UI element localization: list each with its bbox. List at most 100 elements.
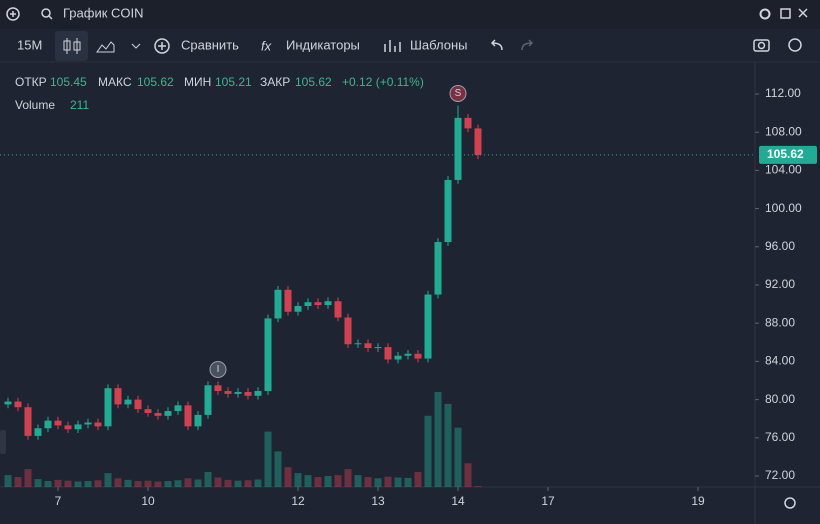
candle-body <box>404 353 412 356</box>
volume-bar <box>144 480 152 487</box>
candle-body <box>374 347 382 349</box>
candle-body <box>94 422 102 427</box>
candle-body <box>454 117 462 180</box>
volume-bar <box>174 480 182 487</box>
volume-bar <box>454 427 462 487</box>
redo-icon[interactable] <box>521 39 534 51</box>
volume-bar <box>324 475 332 487</box>
volume-bar <box>84 481 92 487</box>
volume-bar <box>424 415 432 487</box>
last-price-label: 105.62 <box>767 147 804 161</box>
templates-icon <box>384 40 401 52</box>
legend-change: +0.12 (+0.11%) <box>342 75 424 89</box>
snapshot-lens <box>757 41 766 50</box>
chart-type-icon[interactable] <box>96 41 115 53</box>
x-tick-label: 13 <box>371 494 385 508</box>
compare-button[interactable]: Сравнить <box>181 37 239 52</box>
y-tick-label: 112.00 <box>765 86 801 100</box>
undo-icon[interactable] <box>490 39 503 51</box>
volume-bar <box>384 476 392 487</box>
candle-body <box>64 425 72 430</box>
candle-body <box>34 428 42 436</box>
candle-body <box>424 294 432 359</box>
volume-bar <box>284 467 292 487</box>
y-tick-label: 88.00 <box>765 315 795 329</box>
x-tick-label: 17 <box>541 494 555 508</box>
candle-body <box>354 343 362 345</box>
candle-body <box>474 128 482 155</box>
publish-icon[interactable] <box>788 38 802 52</box>
last-price-tag <box>759 145 817 164</box>
candles-button[interactable] <box>55 31 88 61</box>
candle-body <box>314 302 322 306</box>
legend-label: ОТКР <box>15 75 47 89</box>
volume-bar <box>134 481 142 487</box>
candle-body <box>224 391 232 394</box>
volume-bar <box>334 475 342 487</box>
volume-bar <box>224 479 232 487</box>
volume-bar <box>244 480 252 487</box>
maximize-icon[interactable] <box>780 8 791 19</box>
volume-bar <box>254 479 262 487</box>
candle-body <box>164 411 172 416</box>
candle-body <box>464 117 472 129</box>
volume-bar <box>4 475 12 487</box>
y-tick-label: 96.00 <box>765 239 795 253</box>
volume-bar <box>304 475 312 487</box>
candle-body <box>194 414 202 427</box>
candle-body <box>174 405 182 412</box>
event-label: S <box>455 88 462 99</box>
x-tick-label: 12 <box>291 494 305 508</box>
add-icon[interactable] <box>6 7 20 21</box>
candle-body <box>144 409 152 413</box>
volume-bar <box>344 469 352 487</box>
volume-bar <box>394 477 402 487</box>
event-label: I <box>217 364 220 375</box>
volume-bar <box>404 477 412 487</box>
templates-button[interactable]: Шаблоны <box>410 37 468 52</box>
candle-body <box>234 391 242 394</box>
candle-body <box>244 391 252 396</box>
volume-bar <box>314 477 322 487</box>
settings-icon[interactable] <box>759 8 771 20</box>
legend-value: 105.21 <box>215 75 252 89</box>
candle-body <box>414 353 422 359</box>
title-bar <box>0 0 820 29</box>
dropdown-icon[interactable] <box>131 43 141 49</box>
volume-bar <box>374 478 382 487</box>
candle-body <box>54 420 62 426</box>
snapshot-icon[interactable] <box>753 39 770 52</box>
volume-bar <box>184 478 192 487</box>
candle-body <box>264 318 272 392</box>
y-tick-label: 100.00 <box>765 201 802 215</box>
volume-bar <box>164 481 172 487</box>
search-icon[interactable] <box>41 8 51 18</box>
interval-button[interactable]: 15M <box>17 37 42 52</box>
volume-bar <box>204 471 212 487</box>
candle-body <box>44 420 52 429</box>
indicators-button[interactable]: Индикаторы <box>286 37 360 52</box>
candle-body <box>134 399 142 410</box>
event-badge <box>209 360 227 378</box>
side-handle[interactable] <box>0 430 6 454</box>
volume-bar <box>154 481 162 487</box>
volume-bar <box>414 471 422 487</box>
compare-icon <box>154 38 170 54</box>
indicators-icon: fx <box>261 38 272 53</box>
window-title[interactable]: График COIN <box>63 5 144 20</box>
volume-bar <box>264 431 272 487</box>
plot <box>4 105 482 487</box>
volume-bar <box>94 480 102 487</box>
candle-body <box>24 407 32 436</box>
candle-body <box>274 289 282 319</box>
y-tick-label: 92.00 <box>765 277 795 291</box>
volume-bar <box>24 469 32 487</box>
candle-body <box>14 401 22 408</box>
close-icon[interactable] <box>798 8 808 18</box>
axis-settings-icon[interactable] <box>784 497 796 509</box>
candle-body <box>304 302 312 307</box>
volume-bar <box>44 481 52 487</box>
